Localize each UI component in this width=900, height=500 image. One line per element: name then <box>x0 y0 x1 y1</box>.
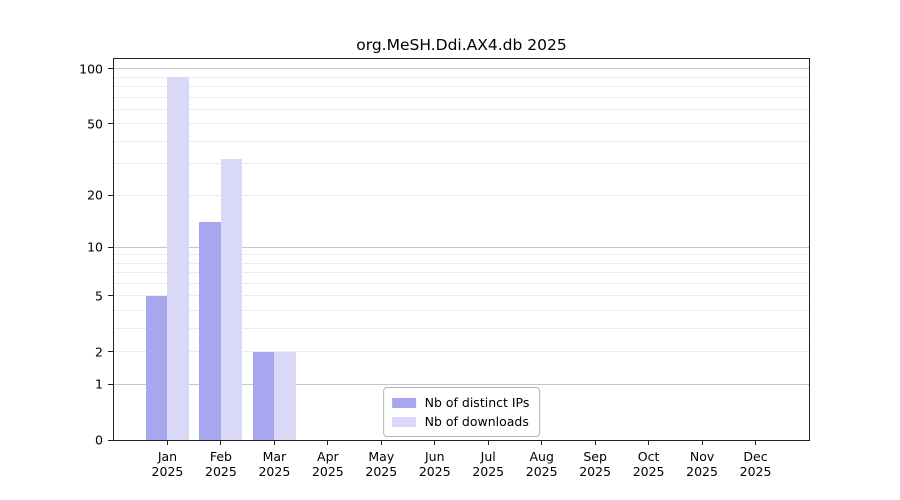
y-tick-label: 1 <box>95 376 103 392</box>
y-tick-mark <box>108 194 113 196</box>
legend-swatch-downloads <box>391 416 416 427</box>
x-tick-year: 2025 <box>205 464 237 479</box>
gridline-minor <box>114 194 809 196</box>
y-tick-label: 0 <box>95 432 103 448</box>
x-tick-mark <box>541 440 543 445</box>
gridline-minor <box>114 283 809 285</box>
legend-item-distinct-ips: Nb of distinct IPs <box>391 393 530 412</box>
x-tick-month: Mar <box>262 449 287 464</box>
y-tick-label: 20 <box>87 187 103 203</box>
gridline-minor <box>114 295 809 297</box>
x-tick-month: May <box>368 449 395 464</box>
y-tick-mark <box>108 68 113 70</box>
x-tick-mark <box>701 440 703 445</box>
x-tick-label: Jan 2025 <box>152 449 184 479</box>
x-tick-year: 2025 <box>365 464 398 479</box>
x-tick-mark <box>434 440 436 445</box>
bar-distinct-ips <box>252 351 275 440</box>
gridline-minor <box>114 108 809 110</box>
bar-downloads <box>274 351 296 440</box>
gridline-minor <box>114 272 809 274</box>
x-tick-mark <box>273 440 275 445</box>
plot-area: Nb of distinct IPs Nb of downloads <box>113 58 810 441</box>
x-tick-label: May 2025 <box>365 449 397 479</box>
y-tick-mark <box>108 246 113 248</box>
x-tick-year: 2025 <box>472 464 505 479</box>
x-tick-month: Jul <box>480 449 496 464</box>
gridline-minor <box>114 86 809 88</box>
y-tick-mark <box>108 439 113 441</box>
x-tick-month: Feb <box>209 449 232 464</box>
x-tick-year: 2025 <box>632 464 665 479</box>
gridline-major <box>114 246 809 248</box>
x-tick-month: Nov <box>689 449 715 464</box>
x-tick-year: 2025 <box>686 464 718 479</box>
gridline-minor <box>114 328 809 330</box>
x-tick-mark <box>380 440 382 445</box>
gridline-minor <box>114 123 809 125</box>
x-tick-label: Oct 2025 <box>633 449 665 479</box>
legend-swatch-ips <box>391 397 416 408</box>
x-tick-label: Aug 2025 <box>526 449 558 479</box>
gridline-major <box>114 383 809 385</box>
gridline-major <box>114 68 809 70</box>
x-tick-year: 2025 <box>258 464 291 479</box>
bar-downloads <box>220 158 243 440</box>
y-tick-mark <box>108 383 113 385</box>
y-tick-label: 50 <box>87 116 103 132</box>
gridline-minor <box>114 351 809 353</box>
x-tick-month: Dec <box>743 449 768 464</box>
x-tick-mark <box>487 440 489 445</box>
legend: Nb of distinct IPs Nb of downloads <box>382 387 541 437</box>
y-tick-label: 2 <box>95 344 103 360</box>
x-tick-month: Sep <box>583 449 607 464</box>
x-tick-month: Jan <box>157 449 178 464</box>
x-tick-month: Jun <box>425 449 445 464</box>
x-tick-mark <box>327 440 329 445</box>
x-tick-year: 2025 <box>525 464 558 479</box>
x-tick-month: Apr <box>317 449 339 464</box>
x-tick-mark <box>220 440 222 445</box>
x-tick-month: Oct <box>637 449 660 464</box>
legend-label-downloads: Nb of downloads <box>424 414 529 429</box>
y-tick-label: 5 <box>95 288 103 304</box>
gridline-minor <box>114 163 809 165</box>
x-tick-label: Dec 2025 <box>740 449 772 479</box>
gridline-minor <box>114 140 809 142</box>
x-tick-label: Jul 2025 <box>472 449 504 479</box>
gridline-minor <box>114 96 809 98</box>
x-tick-label: Feb 2025 <box>205 449 237 479</box>
y-tick-label: 10 <box>87 239 103 255</box>
legend-item-downloads: Nb of downloads <box>391 412 530 431</box>
x-tick-month: Aug <box>529 449 554 464</box>
x-tick-label: Jun 2025 <box>419 449 451 479</box>
x-tick-label: Nov 2025 <box>686 449 718 479</box>
gridline-minor <box>114 76 809 78</box>
x-tick-mark <box>594 440 596 445</box>
bar-downloads <box>167 77 189 440</box>
x-tick-label: Apr 2025 <box>312 449 344 479</box>
x-tick-mark <box>166 440 168 445</box>
x-tick-mark <box>755 440 757 445</box>
x-tick-year: 2025 <box>311 464 344 479</box>
y-tick-mark <box>108 351 113 353</box>
legend-label-ips: Nb of distinct IPs <box>424 395 530 410</box>
x-tick-year: 2025 <box>579 464 612 479</box>
chart-title: org.MeSH.Ddi.AX4.db 2025 <box>356 36 567 54</box>
y-tick-mark <box>108 123 113 125</box>
x-tick-year: 2025 <box>151 464 184 479</box>
y-tick-label: 100 <box>79 61 103 77</box>
x-tick-label: Sep 2025 <box>579 449 611 479</box>
x-tick-year: 2025 <box>739 464 772 479</box>
bar-distinct-ips <box>145 295 168 440</box>
gridline-minor <box>114 310 809 312</box>
gridline-minor <box>114 262 809 264</box>
gridline-minor <box>114 254 809 256</box>
x-tick-label: Mar 2025 <box>258 449 290 479</box>
x-tick-year: 2025 <box>418 464 451 479</box>
x-tick-mark <box>648 440 650 445</box>
y-tick-mark <box>108 295 113 297</box>
bar-distinct-ips <box>199 222 221 440</box>
